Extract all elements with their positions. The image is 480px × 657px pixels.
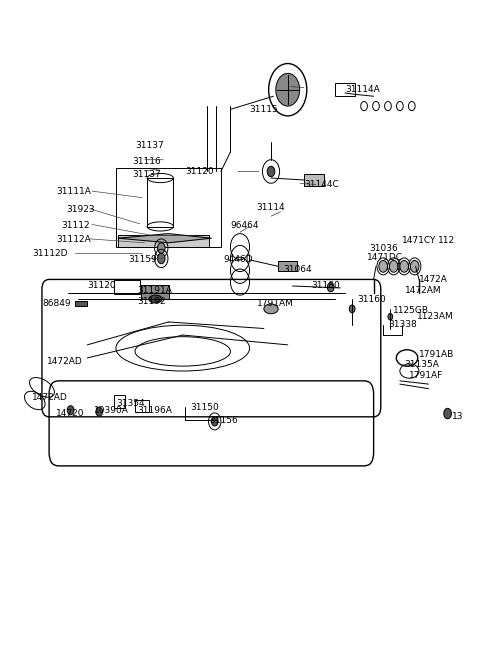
Bar (147, 178, 173, 227)
Text: 1791AM: 1791AM (257, 299, 294, 308)
Text: 31192: 31192 (137, 296, 166, 306)
Text: 31180: 31180 (312, 281, 340, 290)
Circle shape (327, 283, 334, 292)
Text: 31137: 31137 (135, 141, 164, 150)
Text: 112: 112 (438, 236, 455, 244)
Circle shape (276, 74, 300, 106)
Bar (116, 168, 221, 247)
Text: 31111A: 31111A (56, 187, 91, 196)
Text: 31354: 31354 (116, 399, 144, 408)
Text: 31120: 31120 (87, 281, 116, 290)
Text: 31064: 31064 (283, 265, 312, 274)
Text: 31112A: 31112A (56, 235, 91, 244)
Text: 1472AD: 1472AD (47, 357, 83, 366)
Text: 1471DC: 1471DC (366, 254, 402, 262)
Circle shape (349, 305, 355, 313)
Text: 14720: 14720 (56, 409, 85, 418)
Bar (114, 280, 140, 294)
Text: 31112D: 31112D (33, 249, 68, 258)
Circle shape (96, 407, 103, 416)
Text: 31114A: 31114A (345, 85, 380, 94)
Text: 31196A: 31196A (137, 406, 172, 415)
Text: 1471CY: 1471CY (402, 236, 437, 244)
Text: 31114: 31114 (257, 203, 285, 212)
Text: 9446D: 9446D (223, 256, 253, 264)
Text: 31112: 31112 (61, 221, 90, 230)
Bar (141, 284, 169, 299)
Bar (75, 301, 87, 306)
Text: 10390A: 10390A (95, 406, 129, 415)
Circle shape (389, 260, 398, 272)
Bar (278, 261, 297, 271)
Circle shape (67, 406, 74, 415)
Bar (304, 174, 324, 186)
Circle shape (388, 313, 393, 320)
Circle shape (157, 243, 165, 253)
Circle shape (444, 408, 451, 419)
Text: 31144C: 31144C (304, 180, 339, 189)
Ellipse shape (264, 304, 278, 314)
Text: 31120: 31120 (185, 167, 214, 176)
Text: 31156: 31156 (209, 416, 238, 424)
Ellipse shape (149, 295, 162, 303)
Text: 31137: 31137 (132, 170, 161, 179)
Text: 1123AM: 1123AM (417, 312, 453, 321)
Text: 86849: 86849 (42, 299, 71, 308)
Text: 96464: 96464 (230, 221, 259, 231)
Text: 31036: 31036 (369, 244, 397, 252)
Bar (135, 401, 149, 412)
Text: 1125GB: 1125GB (393, 306, 429, 315)
Circle shape (267, 166, 275, 177)
Text: 31338: 31338 (388, 320, 417, 329)
Text: 13: 13 (452, 413, 464, 421)
Text: 31923: 31923 (66, 205, 95, 214)
Circle shape (157, 253, 165, 263)
Text: 1791AB: 1791AB (419, 350, 454, 359)
Circle shape (410, 260, 419, 272)
Text: 1472AD: 1472AD (33, 393, 68, 401)
Bar (114, 396, 125, 408)
Text: 1472A: 1472A (419, 275, 448, 284)
Circle shape (379, 260, 387, 272)
Text: 31116: 31116 (132, 157, 161, 166)
Text: 31160: 31160 (357, 294, 385, 304)
Polygon shape (118, 234, 211, 243)
Text: 31191A: 31191A (137, 286, 172, 295)
Bar (118, 235, 209, 247)
Bar (336, 83, 355, 97)
Text: 31159: 31159 (128, 256, 156, 264)
Text: 31115: 31115 (250, 105, 278, 114)
Circle shape (400, 260, 408, 272)
Text: 31150: 31150 (190, 403, 219, 411)
Text: 1472AM: 1472AM (405, 286, 441, 295)
Circle shape (211, 417, 218, 426)
Text: 31135A: 31135A (405, 360, 440, 369)
Text: 1791AF: 1791AF (409, 371, 444, 380)
